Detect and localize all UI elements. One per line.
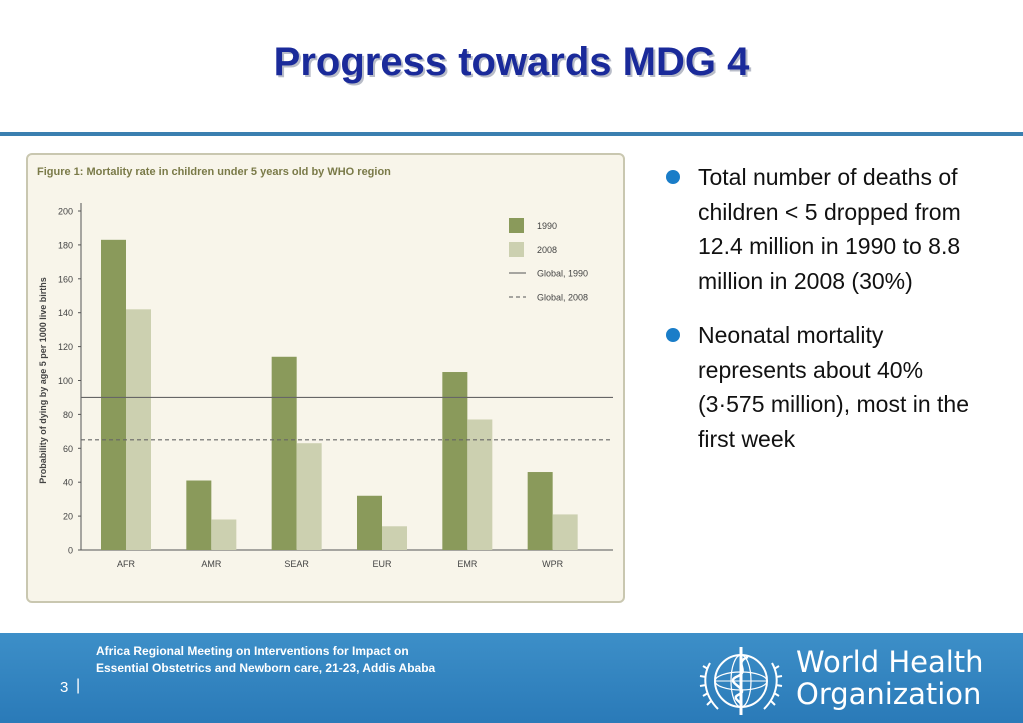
y-tick-label: 140 <box>58 308 73 318</box>
page-separator: | <box>76 677 81 694</box>
who-emblem-icon <box>699 647 783 715</box>
bullet-item: Total number of deaths of children < 5 d… <box>664 160 984 298</box>
legend-swatch-1990 <box>509 218 524 233</box>
y-tick-label: 0 <box>68 546 73 556</box>
bar-1990-emr <box>442 372 468 550</box>
who-logotype: World Health Organization <box>796 646 984 710</box>
bar-1990-afr <box>101 239 126 550</box>
y-tick-label: 20 <box>63 512 73 522</box>
bar-2008-sear <box>296 443 322 550</box>
figure-panel: Figure 1: Mortality rate in children und… <box>26 153 625 603</box>
bar-2008-eur <box>382 526 407 550</box>
who-name-line-2: Organization <box>796 677 982 711</box>
bar-1990-eur <box>357 495 382 550</box>
bullet-list: Total number of deaths of children < 5 d… <box>664 160 984 476</box>
y-tick-label: 180 <box>58 240 73 250</box>
bullet-item: Neonatal mortality represents about 40% … <box>664 318 984 456</box>
y-tick-label: 160 <box>58 274 73 284</box>
legend-label: 2008 <box>537 245 557 255</box>
bullet-text: Neonatal mortality represents about 40% … <box>698 322 969 452</box>
x-tick-label: EUR <box>372 559 392 569</box>
y-tick-label: 60 <box>63 444 73 454</box>
x-tick-label: SEAR <box>284 559 309 569</box>
meeting-text: Africa Regional Meeting on Interventions… <box>96 644 436 675</box>
y-tick-label: 200 <box>58 207 73 217</box>
slide-title: Progress towards MDG 4 <box>273 40 750 84</box>
legend-label: Global, 1990 <box>537 269 588 279</box>
x-tick-label: AMR <box>201 559 222 569</box>
y-tick-label: 40 <box>63 478 73 488</box>
bar-2008-wpr <box>552 514 578 550</box>
x-tick-label: AFR <box>117 559 136 569</box>
mortality-bar-chart: 0 20 40 60 80 100 120 140 160 180 200 Probability o… <box>38 203 613 569</box>
page-number: 3 <box>60 679 69 696</box>
legend-swatch-2008 <box>509 242 524 257</box>
footer-bar: 3 | Africa Regional Meeting on Intervent… <box>0 633 1023 723</box>
who-name-line-1: World Health <box>796 645 984 679</box>
bullet-dot-icon <box>666 328 680 342</box>
bar-2008-afr <box>126 309 151 550</box>
bar-1990-wpr <box>527 472 553 550</box>
y-tick-label: 80 <box>63 410 73 420</box>
bar-2008-amr <box>211 519 237 550</box>
bullet-text: Total number of deaths of children < 5 d… <box>698 164 961 294</box>
bar-1990-sear <box>271 356 297 550</box>
x-tick-label: EMR <box>457 559 478 569</box>
y-tick-label: 100 <box>58 376 73 386</box>
bullet-dot-icon <box>666 170 680 184</box>
y-axis-label: Probability of dying by age 5 per 1000 l… <box>38 277 48 484</box>
title-divider <box>0 132 1023 136</box>
bar-1990-amr <box>186 480 212 550</box>
bar-2008-emr <box>467 419 493 550</box>
figure-title: Figure 1: Mortality rate in children und… <box>37 166 391 178</box>
y-tick-label: 120 <box>58 342 73 352</box>
legend-label: Global, 2008 <box>537 293 588 303</box>
x-tick-label: WPR <box>542 559 563 569</box>
legend-label: 1990 <box>537 221 557 231</box>
